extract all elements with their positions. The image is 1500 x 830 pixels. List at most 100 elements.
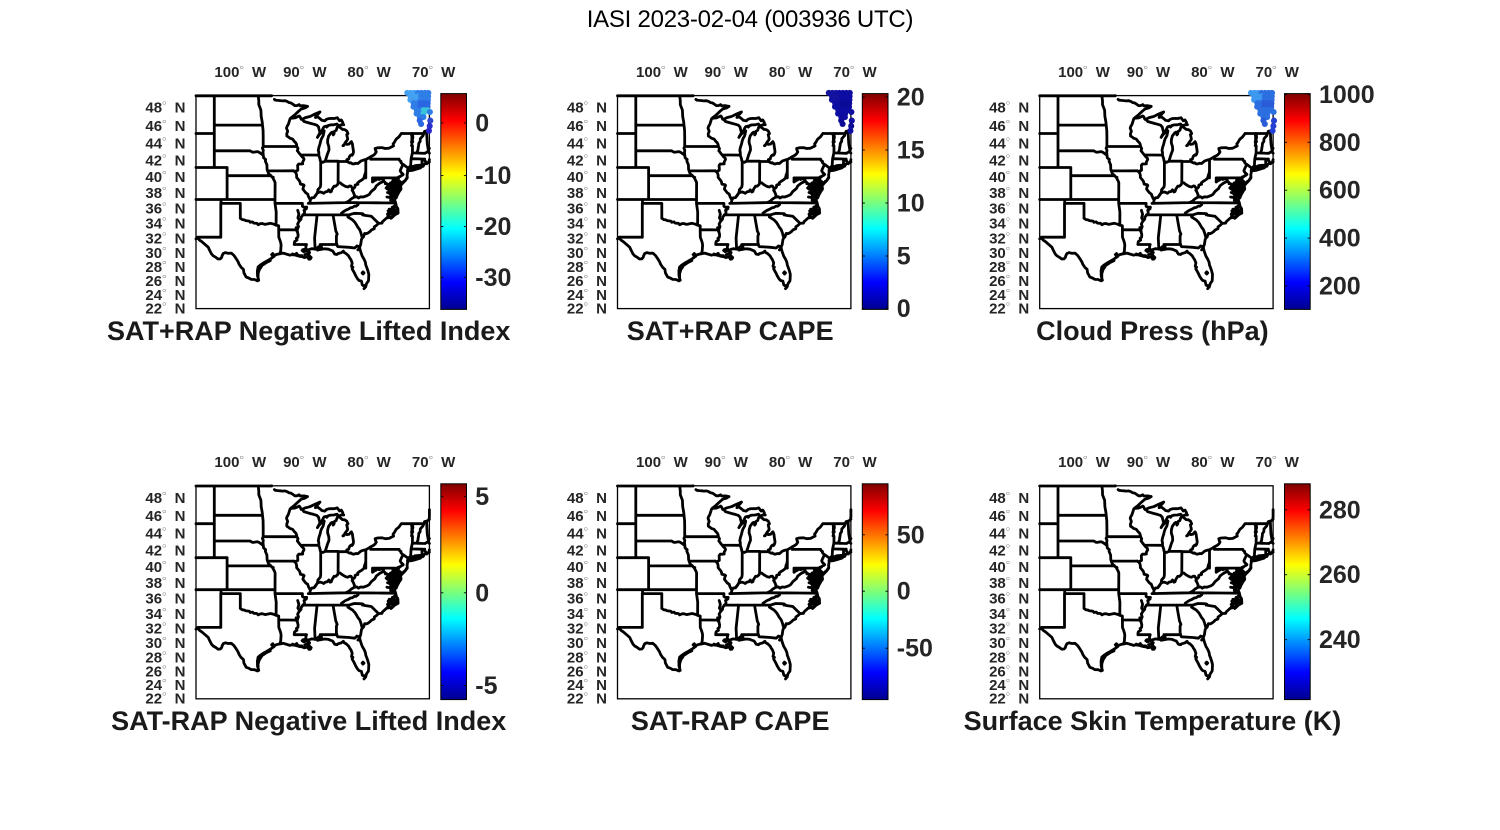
svg-text:42○ N: 42○ N <box>567 543 607 560</box>
svg-text:40○ N: 40○ N <box>989 169 1029 186</box>
svg-text:800: 800 <box>1319 129 1361 157</box>
svg-text:30○ N: 30○ N <box>989 635 1029 652</box>
svg-text:36○ N: 36○ N <box>145 591 185 608</box>
svg-text:46○ N: 46○ N <box>989 118 1029 135</box>
svg-text:70○ W: 70○ W <box>412 454 456 471</box>
svg-text:5: 5 <box>475 483 489 511</box>
svg-text:0: 0 <box>897 578 911 606</box>
svg-text:90○ W: 90○ W <box>283 454 327 471</box>
svg-text:44○ N: 44○ N <box>989 135 1029 152</box>
svg-text:24○ N: 24○ N <box>145 287 185 304</box>
svg-text:10: 10 <box>897 190 925 218</box>
svg-text:5: 5 <box>897 243 911 271</box>
svg-text:30○ N: 30○ N <box>567 635 607 652</box>
svg-text:34○ N: 34○ N <box>145 216 185 233</box>
svg-text:36○ N: 36○ N <box>567 200 607 217</box>
svg-text:70○ W: 70○ W <box>412 64 456 81</box>
svg-text:-30: -30 <box>475 264 511 292</box>
svg-text:-20: -20 <box>475 213 511 241</box>
svg-text:90○ W: 90○ W <box>1127 64 1171 81</box>
svg-text:38○ N: 38○ N <box>989 575 1029 592</box>
svg-text:80○ W: 80○ W <box>347 64 391 81</box>
svg-text:34○ N: 34○ N <box>989 216 1029 233</box>
svg-text:-5: -5 <box>475 672 497 700</box>
svg-text:44○ N: 44○ N <box>567 135 607 152</box>
svg-text:50: 50 <box>897 521 925 549</box>
svg-text:24○ N: 24○ N <box>989 287 1029 304</box>
svg-text:0: 0 <box>475 109 489 137</box>
svg-text:SAT-RAP CAPE: SAT-RAP CAPE <box>631 706 830 736</box>
svg-text:42○ N: 42○ N <box>989 543 1029 560</box>
svg-text:260: 260 <box>1319 561 1361 589</box>
svg-text:70○ W: 70○ W <box>1255 64 1299 81</box>
svg-text:200: 200 <box>1319 273 1361 301</box>
svg-text:36○ N: 36○ N <box>989 591 1029 608</box>
svg-text:24○ N: 24○ N <box>567 677 607 694</box>
svg-text:70○ W: 70○ W <box>1255 454 1299 471</box>
svg-text:38○ N: 38○ N <box>989 185 1029 202</box>
svg-text:46○ N: 46○ N <box>989 508 1029 525</box>
svg-text:48○ N: 48○ N <box>145 490 185 507</box>
svg-text:24○ N: 24○ N <box>145 677 185 694</box>
svg-text:34○ N: 34○ N <box>567 606 607 623</box>
svg-text:40○ N: 40○ N <box>145 169 185 186</box>
svg-text:80○ W: 80○ W <box>347 454 391 471</box>
svg-text:32○ N: 32○ N <box>989 230 1029 247</box>
svg-text:22○ N: 22○ N <box>567 691 607 708</box>
svg-text:-50: -50 <box>897 635 933 663</box>
svg-text:90○ W: 90○ W <box>283 64 327 81</box>
svg-text:15: 15 <box>897 137 925 165</box>
svg-text:40○ N: 40○ N <box>567 169 607 186</box>
svg-text:30○ N: 30○ N <box>145 635 185 652</box>
svg-text:48○ N: 48○ N <box>989 490 1029 507</box>
svg-text:36○ N: 36○ N <box>989 200 1029 217</box>
svg-text:42○ N: 42○ N <box>989 152 1029 169</box>
svg-text:46○ N: 46○ N <box>145 508 185 525</box>
svg-text:36○ N: 36○ N <box>145 200 185 217</box>
svg-text:46○ N: 46○ N <box>567 508 607 525</box>
svg-text:80○ W: 80○ W <box>1191 454 1235 471</box>
svg-text:SAT+RAP CAPE: SAT+RAP CAPE <box>627 316 834 346</box>
svg-text:240: 240 <box>1319 626 1361 654</box>
svg-text:38○ N: 38○ N <box>567 185 607 202</box>
svg-text:600: 600 <box>1319 177 1361 205</box>
svg-text:Surface Skin Temperature (K): Surface Skin Temperature (K) <box>964 706 1342 736</box>
svg-text:42○ N: 42○ N <box>567 152 607 169</box>
svg-text:42○ N: 42○ N <box>145 152 185 169</box>
svg-text:28○ N: 28○ N <box>567 259 607 276</box>
svg-text:20: 20 <box>897 84 925 112</box>
svg-text:32○ N: 32○ N <box>145 621 185 638</box>
svg-text:22○ N: 22○ N <box>989 300 1029 317</box>
svg-text:30○ N: 30○ N <box>989 245 1029 262</box>
svg-text:32○ N: 32○ N <box>145 230 185 247</box>
svg-text:90○ W: 90○ W <box>704 64 748 81</box>
svg-text:28○ N: 28○ N <box>567 649 607 666</box>
svg-text:40○ N: 40○ N <box>567 559 607 576</box>
svg-text:38○ N: 38○ N <box>145 575 185 592</box>
svg-text:IASI 2023-02-04 (003936 UTC): IASI 2023-02-04 (003936 UTC) <box>587 6 914 33</box>
svg-text:24○ N: 24○ N <box>989 677 1029 694</box>
svg-text:70○ W: 70○ W <box>833 64 877 81</box>
svg-text:30○ N: 30○ N <box>567 245 607 262</box>
svg-text:400: 400 <box>1319 225 1361 253</box>
svg-text:46○ N: 46○ N <box>567 118 607 135</box>
svg-text:28○ N: 28○ N <box>989 259 1029 276</box>
svg-text:34○ N: 34○ N <box>145 606 185 623</box>
svg-text:26○ N: 26○ N <box>989 273 1029 290</box>
svg-text:44○ N: 44○ N <box>567 526 607 543</box>
svg-text:36○ N: 36○ N <box>567 591 607 608</box>
svg-text:28○ N: 28○ N <box>145 649 185 666</box>
svg-text:38○ N: 38○ N <box>145 185 185 202</box>
svg-text:70○ W: 70○ W <box>833 454 877 471</box>
svg-text:26○ N: 26○ N <box>145 663 185 680</box>
svg-text:22○ N: 22○ N <box>989 691 1029 708</box>
svg-text:48○ N: 48○ N <box>989 100 1029 117</box>
svg-text:32○ N: 32○ N <box>989 621 1029 638</box>
svg-text:280: 280 <box>1319 496 1361 524</box>
svg-text:48○ N: 48○ N <box>567 100 607 117</box>
svg-text:44○ N: 44○ N <box>145 526 185 543</box>
svg-text:1000: 1000 <box>1319 81 1375 109</box>
svg-text:0: 0 <box>897 295 911 323</box>
svg-text:26○ N: 26○ N <box>567 663 607 680</box>
svg-text:-10: -10 <box>475 162 511 190</box>
